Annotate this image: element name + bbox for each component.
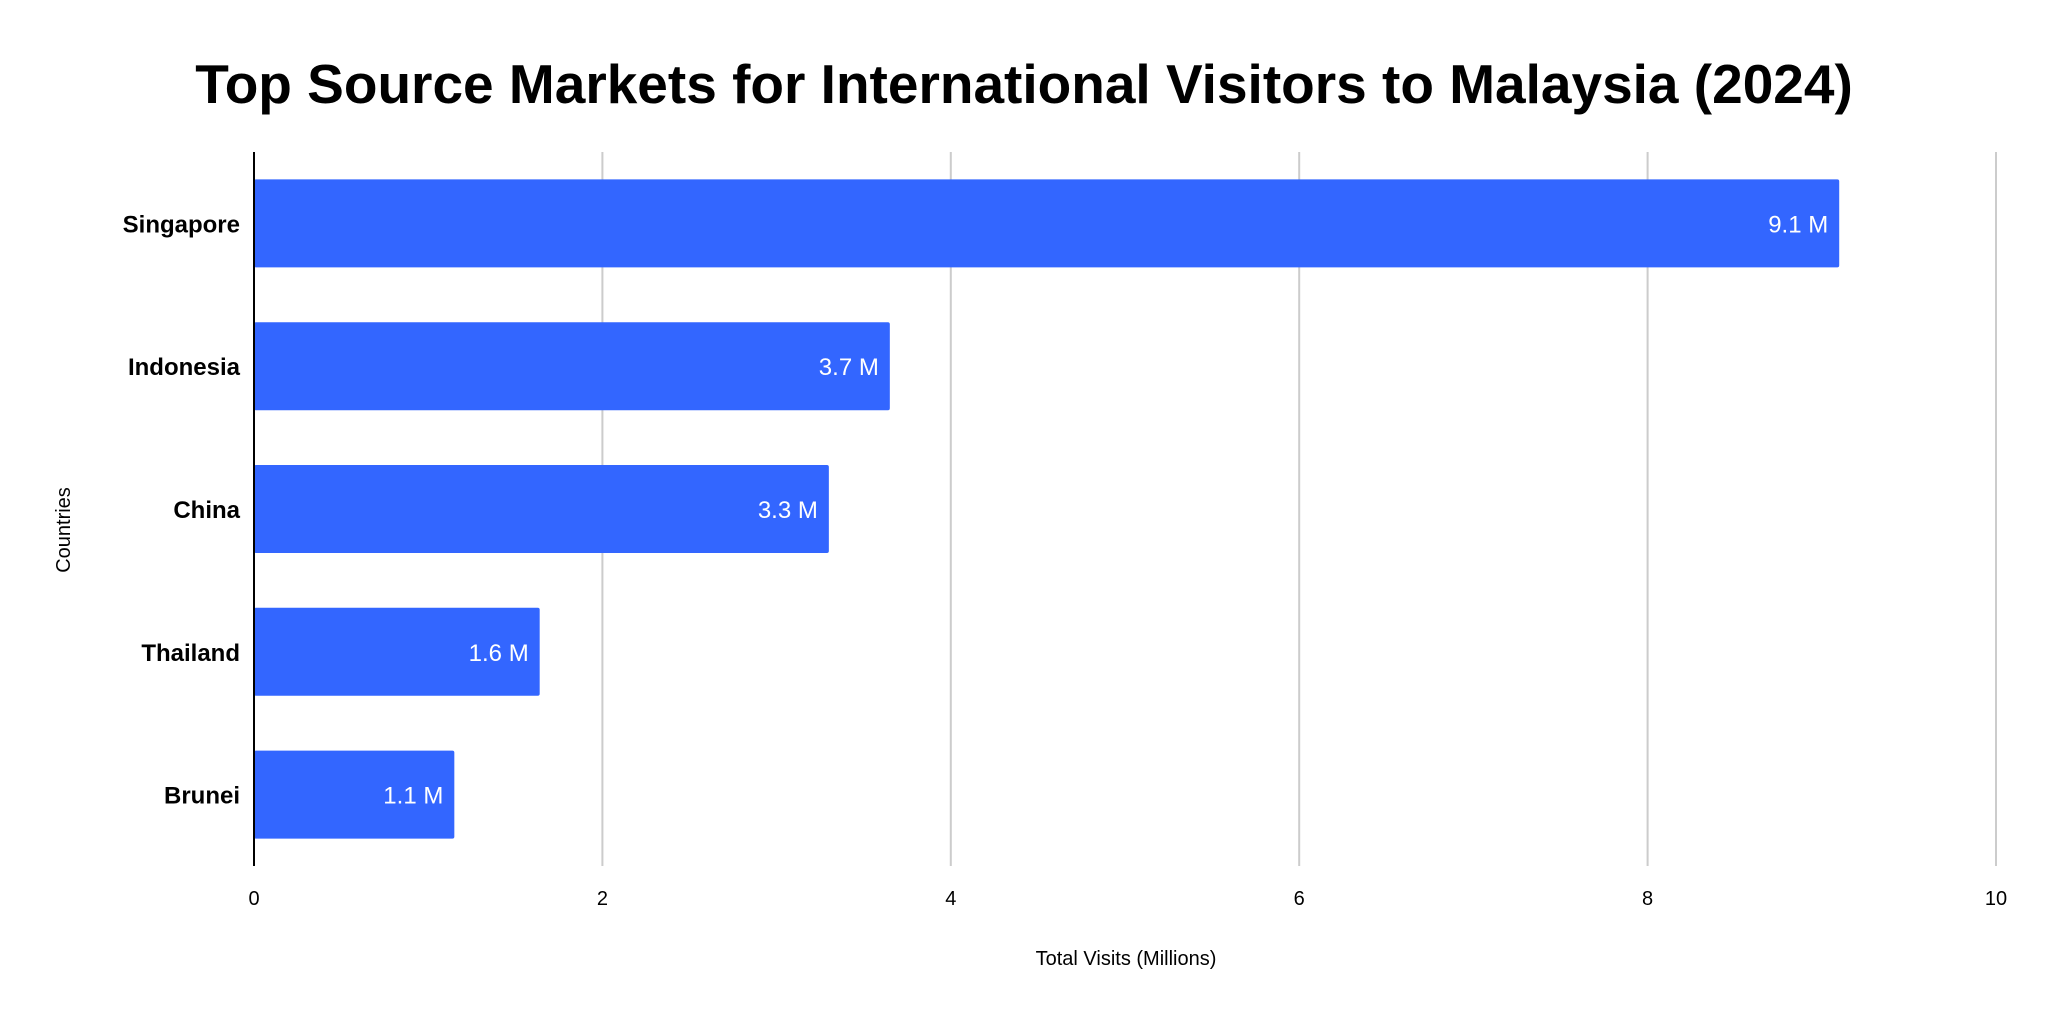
- bar: [254, 607, 540, 696]
- x-tick-label: 2: [597, 888, 608, 910]
- x-tick-label: 0: [248, 888, 259, 910]
- bars: 9.1 M 3.7 M 3.3 M 1.6 M 1.1 M: [254, 179, 1840, 839]
- category-label: China: [173, 497, 240, 524]
- x-tick-label: 4: [945, 888, 956, 910]
- bar: [254, 179, 1840, 268]
- bar-value-label: 3.7 M: [819, 354, 879, 381]
- bar: [254, 750, 455, 839]
- bar-value-label: 3.3 M: [758, 497, 818, 524]
- chart-title: Top Source Markets for International Vis…: [195, 53, 1853, 115]
- bar-value-label: 9.1 M: [1768, 211, 1828, 238]
- x-axis-title: Total Visits (Millions): [1036, 948, 1217, 970]
- x-tick-label: 8: [1642, 888, 1653, 910]
- category-label: Singapore: [123, 211, 240, 238]
- category-labels: Singapore Indonesia China Thailand Brunei: [123, 211, 241, 809]
- bar-value-label: 1.6 M: [469, 640, 529, 667]
- x-tick-labels: 0 2 4 6 8 10: [248, 888, 2007, 910]
- category-label: Brunei: [164, 783, 240, 810]
- gridlines: [601, 152, 1997, 866]
- y-axis-title: Countries: [53, 487, 75, 573]
- category-label: Thailand: [141, 640, 240, 667]
- bar: [254, 465, 829, 553]
- category-label: Indonesia: [128, 354, 241, 381]
- bar-value-label: 1.1 M: [383, 783, 443, 810]
- x-tick-label: 6: [1294, 888, 1305, 910]
- x-tick-label: 10: [1985, 888, 2007, 910]
- bar: [254, 322, 890, 411]
